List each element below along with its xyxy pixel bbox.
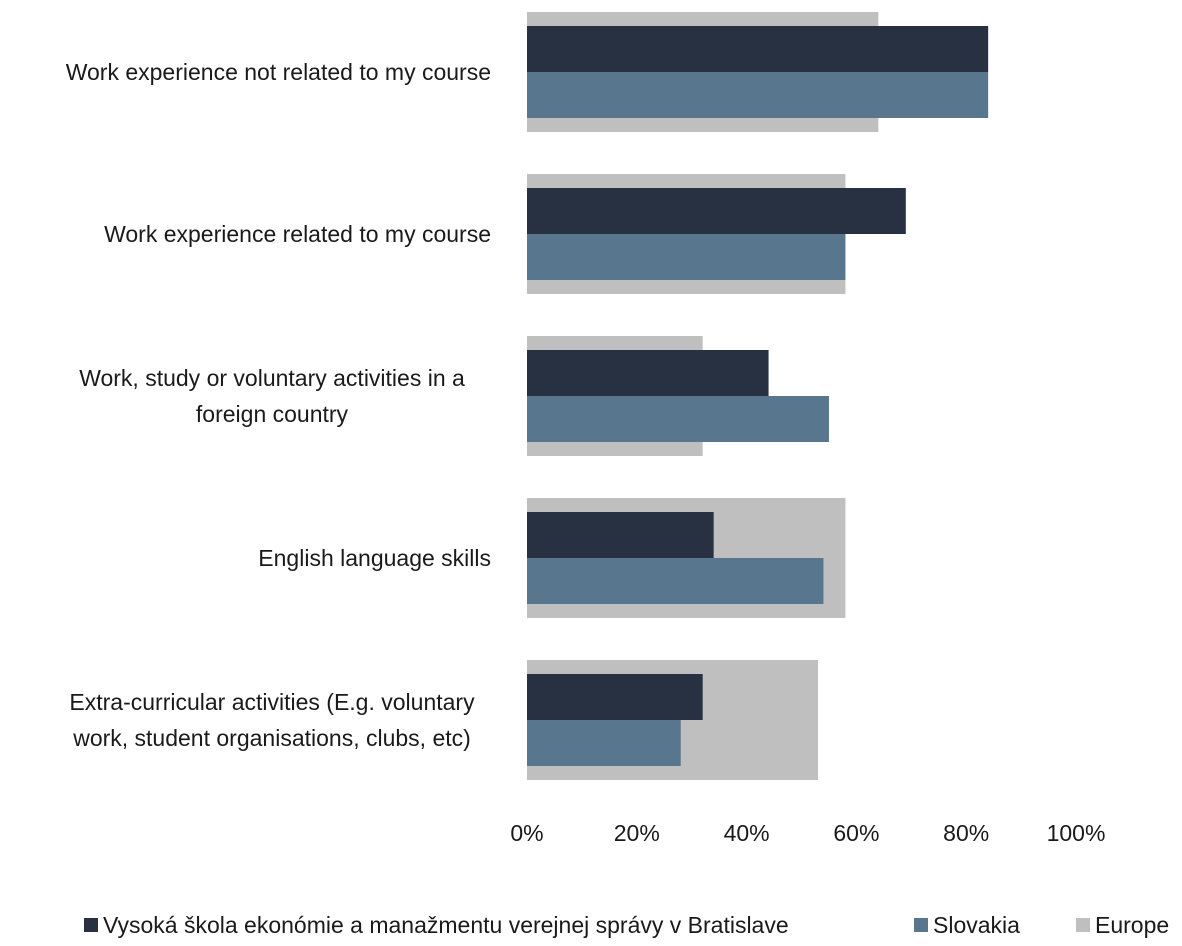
x-tick-label: 100% [1047, 820, 1106, 846]
bar-school [527, 350, 769, 396]
bar-slovakia [527, 72, 989, 118]
bar-school [527, 26, 989, 72]
series-bars [527, 26, 989, 766]
x-tick-label: 0% [510, 820, 543, 846]
category-label: foreign country [196, 401, 349, 427]
legend-swatch [1076, 918, 1090, 932]
bar-school [527, 674, 703, 720]
category-label: English language skills [258, 545, 491, 571]
bar-school [527, 512, 714, 558]
x-tick-label: 20% [614, 820, 660, 846]
category-labels: Work experience not related to my course… [66, 59, 491, 751]
legend-label: Europe [1095, 912, 1169, 938]
legend: Vysoká škola ekonómie a manažmentu verej… [84, 912, 1169, 938]
category-label: Work experience related to my course [104, 221, 491, 247]
x-tick-label: 60% [833, 820, 879, 846]
bar-slovakia [527, 720, 681, 766]
legend-label: Slovakia [933, 912, 1020, 938]
x-tick-label: 80% [943, 820, 989, 846]
bar-school [527, 188, 906, 234]
legend-swatch [84, 918, 98, 932]
bar-slovakia [527, 558, 824, 604]
legend-swatch [914, 918, 928, 932]
category-label: Extra-curricular activities (E.g. volunt… [69, 689, 475, 715]
category-label: Work, study or voluntary activities in a [79, 365, 465, 391]
category-label: work, student organisations, clubs, etc) [72, 725, 471, 751]
legend-label: Vysoká škola ekonómie a manažmentu verej… [103, 912, 789, 938]
x-tick-labels: 0% 20% 40% 60% 80% 100% [510, 820, 1105, 846]
bar-slovakia [527, 396, 829, 442]
bar-slovakia [527, 234, 846, 280]
category-label: Work experience not related to my course [66, 59, 491, 85]
x-tick-label: 40% [724, 820, 770, 846]
